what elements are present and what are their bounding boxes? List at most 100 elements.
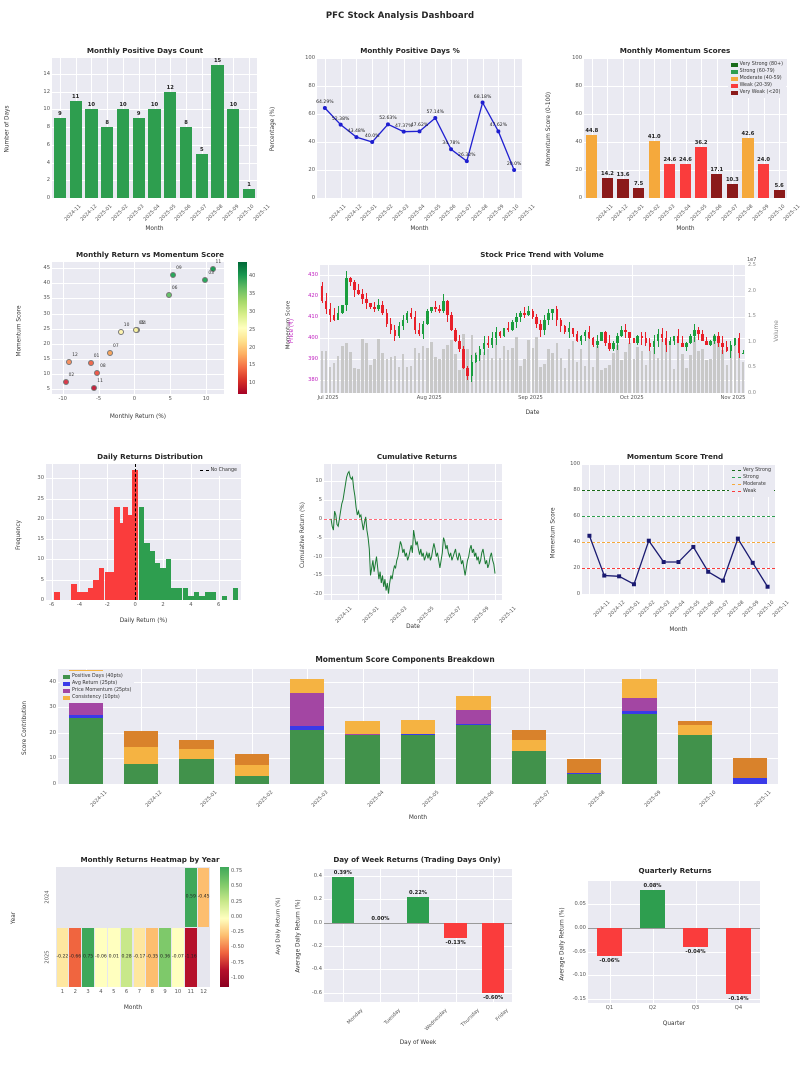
histogram-bar[interactable] <box>210 591 216 600</box>
candle-body[interactable] <box>543 319 546 331</box>
candle-body[interactable] <box>697 330 700 335</box>
candle-body[interactable] <box>620 330 623 337</box>
bar-momentum-score[interactable] <box>648 140 660 198</box>
stacked-segment[interactable] <box>290 725 325 731</box>
stacked-segment[interactable] <box>290 730 325 784</box>
histogram-bar[interactable] <box>122 506 129 600</box>
candle-body[interactable] <box>693 330 696 337</box>
scatter-point[interactable] <box>202 277 209 284</box>
bar-momentum-score[interactable] <box>757 164 770 198</box>
candle-body[interactable] <box>466 367 469 377</box>
histogram-bar[interactable] <box>193 591 200 600</box>
candle-body[interactable] <box>636 336 639 343</box>
bar-positive-days[interactable] <box>148 109 161 198</box>
bar-positive-days[interactable] <box>227 109 240 198</box>
heatmap-cell[interactable] <box>120 867 133 927</box>
candle-body[interactable] <box>482 342 486 349</box>
scatter-point[interactable] <box>107 349 114 356</box>
candle-body[interactable] <box>531 311 534 318</box>
candle-body[interactable] <box>725 346 729 352</box>
heatmap-cell[interactable] <box>107 867 120 927</box>
candle-body[interactable] <box>604 332 607 343</box>
scatter-point[interactable] <box>66 358 73 365</box>
candle-body[interactable] <box>328 309 332 316</box>
bar-momentum-score[interactable] <box>601 178 614 198</box>
candle-body[interactable] <box>458 340 461 349</box>
histogram-bar[interactable] <box>93 579 99 600</box>
bar-momentum-score[interactable] <box>773 190 785 198</box>
candle-body[interactable] <box>409 313 413 318</box>
candle-body[interactable] <box>413 317 417 331</box>
histogram-bar[interactable] <box>221 595 228 600</box>
histogram-bar[interactable] <box>114 506 120 600</box>
bar-return[interactable] <box>596 927 623 957</box>
stacked-segment[interactable] <box>234 753 269 765</box>
candle-body[interactable] <box>656 334 660 341</box>
histogram-bar[interactable] <box>132 470 138 600</box>
scatter-point[interactable] <box>209 265 216 272</box>
candle-body[interactable] <box>345 277 348 305</box>
stacked-segment[interactable] <box>345 735 380 784</box>
stacked-segment[interactable] <box>622 697 657 712</box>
heatmap-cell[interactable] <box>146 927 159 987</box>
heatmap-cell[interactable] <box>82 927 94 987</box>
heatmap-cell[interactable] <box>56 927 69 987</box>
scatter-point[interactable] <box>117 328 124 335</box>
heatmap-cell[interactable] <box>146 867 159 927</box>
candle-body[interactable] <box>563 325 567 333</box>
candle-body[interactable] <box>527 311 530 316</box>
candle-body[interactable] <box>430 306 433 312</box>
histogram-bar[interactable] <box>232 587 239 600</box>
candle-body[interactable] <box>494 332 498 339</box>
histogram-bar[interactable] <box>144 543 150 600</box>
histogram-bar[interactable] <box>82 591 88 600</box>
bar-positive-days[interactable] <box>101 127 114 198</box>
candle-body[interactable] <box>539 323 542 331</box>
heatmap-cell[interactable] <box>107 927 120 987</box>
candle-body[interactable] <box>689 336 692 343</box>
stacked-segment[interactable] <box>234 764 269 776</box>
candle-body[interactable] <box>608 342 611 349</box>
candle-body[interactable] <box>401 319 405 326</box>
candle-body[interactable] <box>535 317 538 324</box>
bar-momentum-score[interactable] <box>586 135 598 198</box>
stacked-segment[interactable] <box>456 696 491 710</box>
stacked-segment[interactable] <box>68 718 103 784</box>
histogram-bar[interactable] <box>188 595 194 600</box>
candle-body[interactable] <box>365 298 368 303</box>
candle-body[interactable] <box>741 353 745 355</box>
histogram-bar[interactable] <box>127 514 134 600</box>
stacked-segment[interactable] <box>511 750 546 784</box>
candle-body[interactable] <box>474 355 478 362</box>
candle-body[interactable] <box>733 338 737 345</box>
heatmap-cell[interactable] <box>159 867 171 927</box>
candle-body[interactable] <box>676 336 680 343</box>
histogram-bar[interactable] <box>176 587 183 600</box>
candle-body[interactable] <box>478 348 482 356</box>
candle-body[interactable] <box>713 336 716 341</box>
candle-body[interactable] <box>515 317 518 322</box>
bar-momentum-score[interactable] <box>742 138 754 198</box>
stacked-segment[interactable] <box>456 723 491 726</box>
candle-body[interactable] <box>389 323 393 331</box>
candle-body[interactable] <box>405 313 409 320</box>
candle-body[interactable] <box>523 313 526 316</box>
histogram-bar[interactable] <box>110 571 116 600</box>
candle-body[interactable] <box>681 342 684 347</box>
stacked-segment[interactable] <box>290 679 325 694</box>
candle-body[interactable] <box>737 338 741 354</box>
bar-positive-days[interactable] <box>69 100 82 198</box>
stacked-segment[interactable] <box>622 711 657 715</box>
bar-momentum-score[interactable] <box>679 163 692 198</box>
bar-return[interactable] <box>331 877 355 923</box>
stacked-segment[interactable] <box>566 758 602 773</box>
candle-body[interactable] <box>579 336 583 341</box>
bar-return[interactable] <box>481 922 505 993</box>
scatter-point[interactable] <box>62 378 69 385</box>
candle-body[interactable] <box>393 330 397 337</box>
candle-body[interactable] <box>591 338 595 345</box>
candle-body[interactable] <box>632 338 635 343</box>
candle-body[interactable] <box>490 338 494 345</box>
candle-body[interactable] <box>571 327 575 335</box>
stacked-segment[interactable] <box>566 773 602 774</box>
